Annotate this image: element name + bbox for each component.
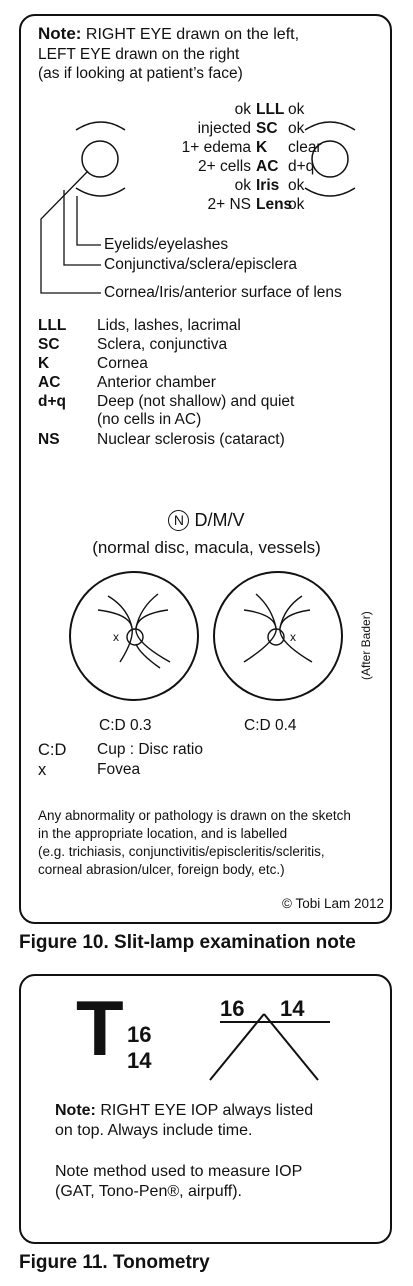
- tonometry-t-letter: T: [76, 984, 124, 1072]
- fundus-drawings: x x (After Bader): [69, 571, 373, 701]
- cross-right-eye-iop: 16: [220, 996, 244, 1021]
- layer-label-cornea: Cornea/Iris/anterior surface of lens: [104, 284, 342, 301]
- layer-label-eyelids: Eyelids/eyelashes: [104, 236, 229, 253]
- leader-cornea: [40, 170, 101, 294]
- exam-left-2: clear: [288, 139, 322, 156]
- t-left-eye-iop: 14: [127, 1048, 152, 1073]
- exam-abbr-3: AC: [256, 158, 279, 175]
- exam-abbr-5: Lens: [256, 196, 293, 213]
- left-fundus-circle: [213, 571, 343, 701]
- tonometry-note-line-2: on top. Always include time.: [55, 1122, 253, 1139]
- legend-abbr: K: [38, 355, 50, 372]
- eye-schematic: [40, 121, 356, 294]
- exam-right-3: 2+ cells: [198, 158, 251, 175]
- fovea-marker: x: [290, 630, 296, 644]
- tonometry-box: [19, 974, 392, 1244]
- exam-right-0: ok: [234, 101, 251, 118]
- legend-abbr: SC: [38, 336, 60, 353]
- exam-left-3: d+q: [288, 158, 315, 175]
- note-line-2: LEFT EYE drawn on the right: [38, 46, 240, 63]
- fundus-subtitle: (normal disc, macula, vessels): [92, 538, 321, 557]
- right-upper-lid: [75, 121, 126, 131]
- footnote-line-1: Any abnormality or pathology is drawn on…: [38, 808, 351, 823]
- fovea-marker: x: [113, 630, 119, 644]
- tonometry-note-line-1: Note: RIGHT EYE IOP always listed: [55, 1102, 313, 1120]
- vessel: [279, 595, 303, 629]
- vessel: [243, 609, 277, 663]
- note-line-1: Note: RIGHT EYE drawn on the left,: [38, 25, 299, 44]
- vessel: [135, 609, 171, 663]
- tonometry-note-text: RIGHT EYE IOP always listed: [100, 1102, 314, 1119]
- exam-left-1: ok: [288, 120, 305, 137]
- legend-text: Sclera, conjunctiva: [97, 336, 228, 353]
- footnote-line-3: (e.g. trichiasis, conjunctivitis/episcle…: [38, 844, 325, 859]
- vessel: [255, 593, 277, 629]
- copyright: © Tobi Lam 2012: [281, 896, 384, 911]
- tonometry-note-label: Note:: [55, 1102, 96, 1119]
- tonometry-cross-symbol: 16 14: [209, 996, 330, 1081]
- fovea-legend-text: Fovea: [97, 761, 141, 778]
- fundus-title: N D/M/V: [0, 510, 413, 531]
- right-cornea: [81, 140, 119, 178]
- left-cornea: [311, 140, 349, 178]
- figure-11-caption: Figure 11. Tonometry: [19, 1252, 210, 1273]
- slit-lamp-note-box: [19, 14, 392, 924]
- legend-text: Deep (not shallow) and quiet: [97, 393, 295, 410]
- legend-abbr: NS: [38, 431, 60, 448]
- exam-abbr-1: SC: [256, 120, 278, 137]
- note-line-3: (as if looking at patient’s face): [38, 65, 243, 82]
- footnote-line-2: in the appropriate location, and is labe…: [38, 826, 288, 841]
- exam-left-0: ok: [288, 101, 305, 118]
- legend-text: Anterior chamber: [97, 374, 216, 391]
- exam-left-5: ok: [288, 196, 305, 213]
- note-text: RIGHT EYE drawn on the left,: [85, 26, 300, 43]
- cross-line: [263, 1013, 319, 1081]
- footnote-line-4: corneal abrasion/ulcer, foreign body, et…: [38, 862, 285, 877]
- exam-abbr-4: Iris: [256, 177, 280, 194]
- leader-eyelids: [76, 196, 101, 246]
- after-bader-attribution: (After Bader): [359, 611, 373, 680]
- left-lower-lid: [304, 187, 356, 197]
- right-optic-disc: [126, 628, 144, 646]
- right-fundus-circle: [69, 571, 199, 701]
- legend-text-cont: (no cells in AC): [97, 411, 202, 428]
- cross-line: [209, 1013, 265, 1081]
- legend-abbr: AC: [38, 374, 61, 391]
- vessel: [135, 593, 159, 629]
- legend-text: Nuclear sclerosis (cataract): [97, 431, 285, 448]
- exam-right-5: 2+ NS: [207, 196, 251, 213]
- method-line-1: Note method used to measure IOP: [55, 1163, 303, 1180]
- legend-abbr: LLL: [38, 317, 67, 334]
- left-upper-lid: [304, 121, 356, 131]
- vessel: [107, 595, 133, 629]
- legend-abbr: d+q: [38, 393, 66, 410]
- exam-right-1: injected: [197, 120, 251, 137]
- exam-abbr-0: LLL: [256, 101, 285, 118]
- right-lower-lid: [75, 187, 126, 197]
- layer-label-conjunctiva: Conjunctiva/sclera/episclera: [104, 256, 297, 273]
- exam-right-2: 1+ edema: [181, 139, 251, 156]
- exam-left-4: ok: [288, 177, 305, 194]
- exam-abbr-2: K: [256, 139, 268, 156]
- legend-text: Cornea: [97, 355, 148, 372]
- cd-legend-abbr: C:D: [38, 741, 67, 759]
- fundus-abbreviation: D/M/V: [194, 510, 245, 530]
- exam-right-4: ok: [234, 177, 251, 194]
- left-optic-disc: [267, 628, 285, 646]
- figure-10-caption: Figure 10. Slit-lamp examination note: [19, 932, 356, 953]
- fovea-legend-abbr: x: [38, 761, 47, 779]
- leader-conjunctiva: [63, 190, 101, 266]
- t-right-eye-iop: 16: [127, 1022, 152, 1047]
- cross-left-eye-iop: 14: [280, 996, 305, 1021]
- legend-text: Lids, lashes, lacrimal: [97, 317, 241, 334]
- left-cd-ratio: C:D 0.4: [244, 717, 297, 734]
- vessel: [135, 643, 161, 669]
- right-cd-ratio: C:D 0.3: [99, 717, 152, 734]
- method-line-2: (GAT, Tono-Pen®, airpuff).: [55, 1183, 242, 1200]
- note-label: Note:: [38, 24, 82, 43]
- circled-n-symbol: N: [168, 510, 190, 531]
- cd-legend-text: Cup : Disc ratio: [97, 741, 203, 758]
